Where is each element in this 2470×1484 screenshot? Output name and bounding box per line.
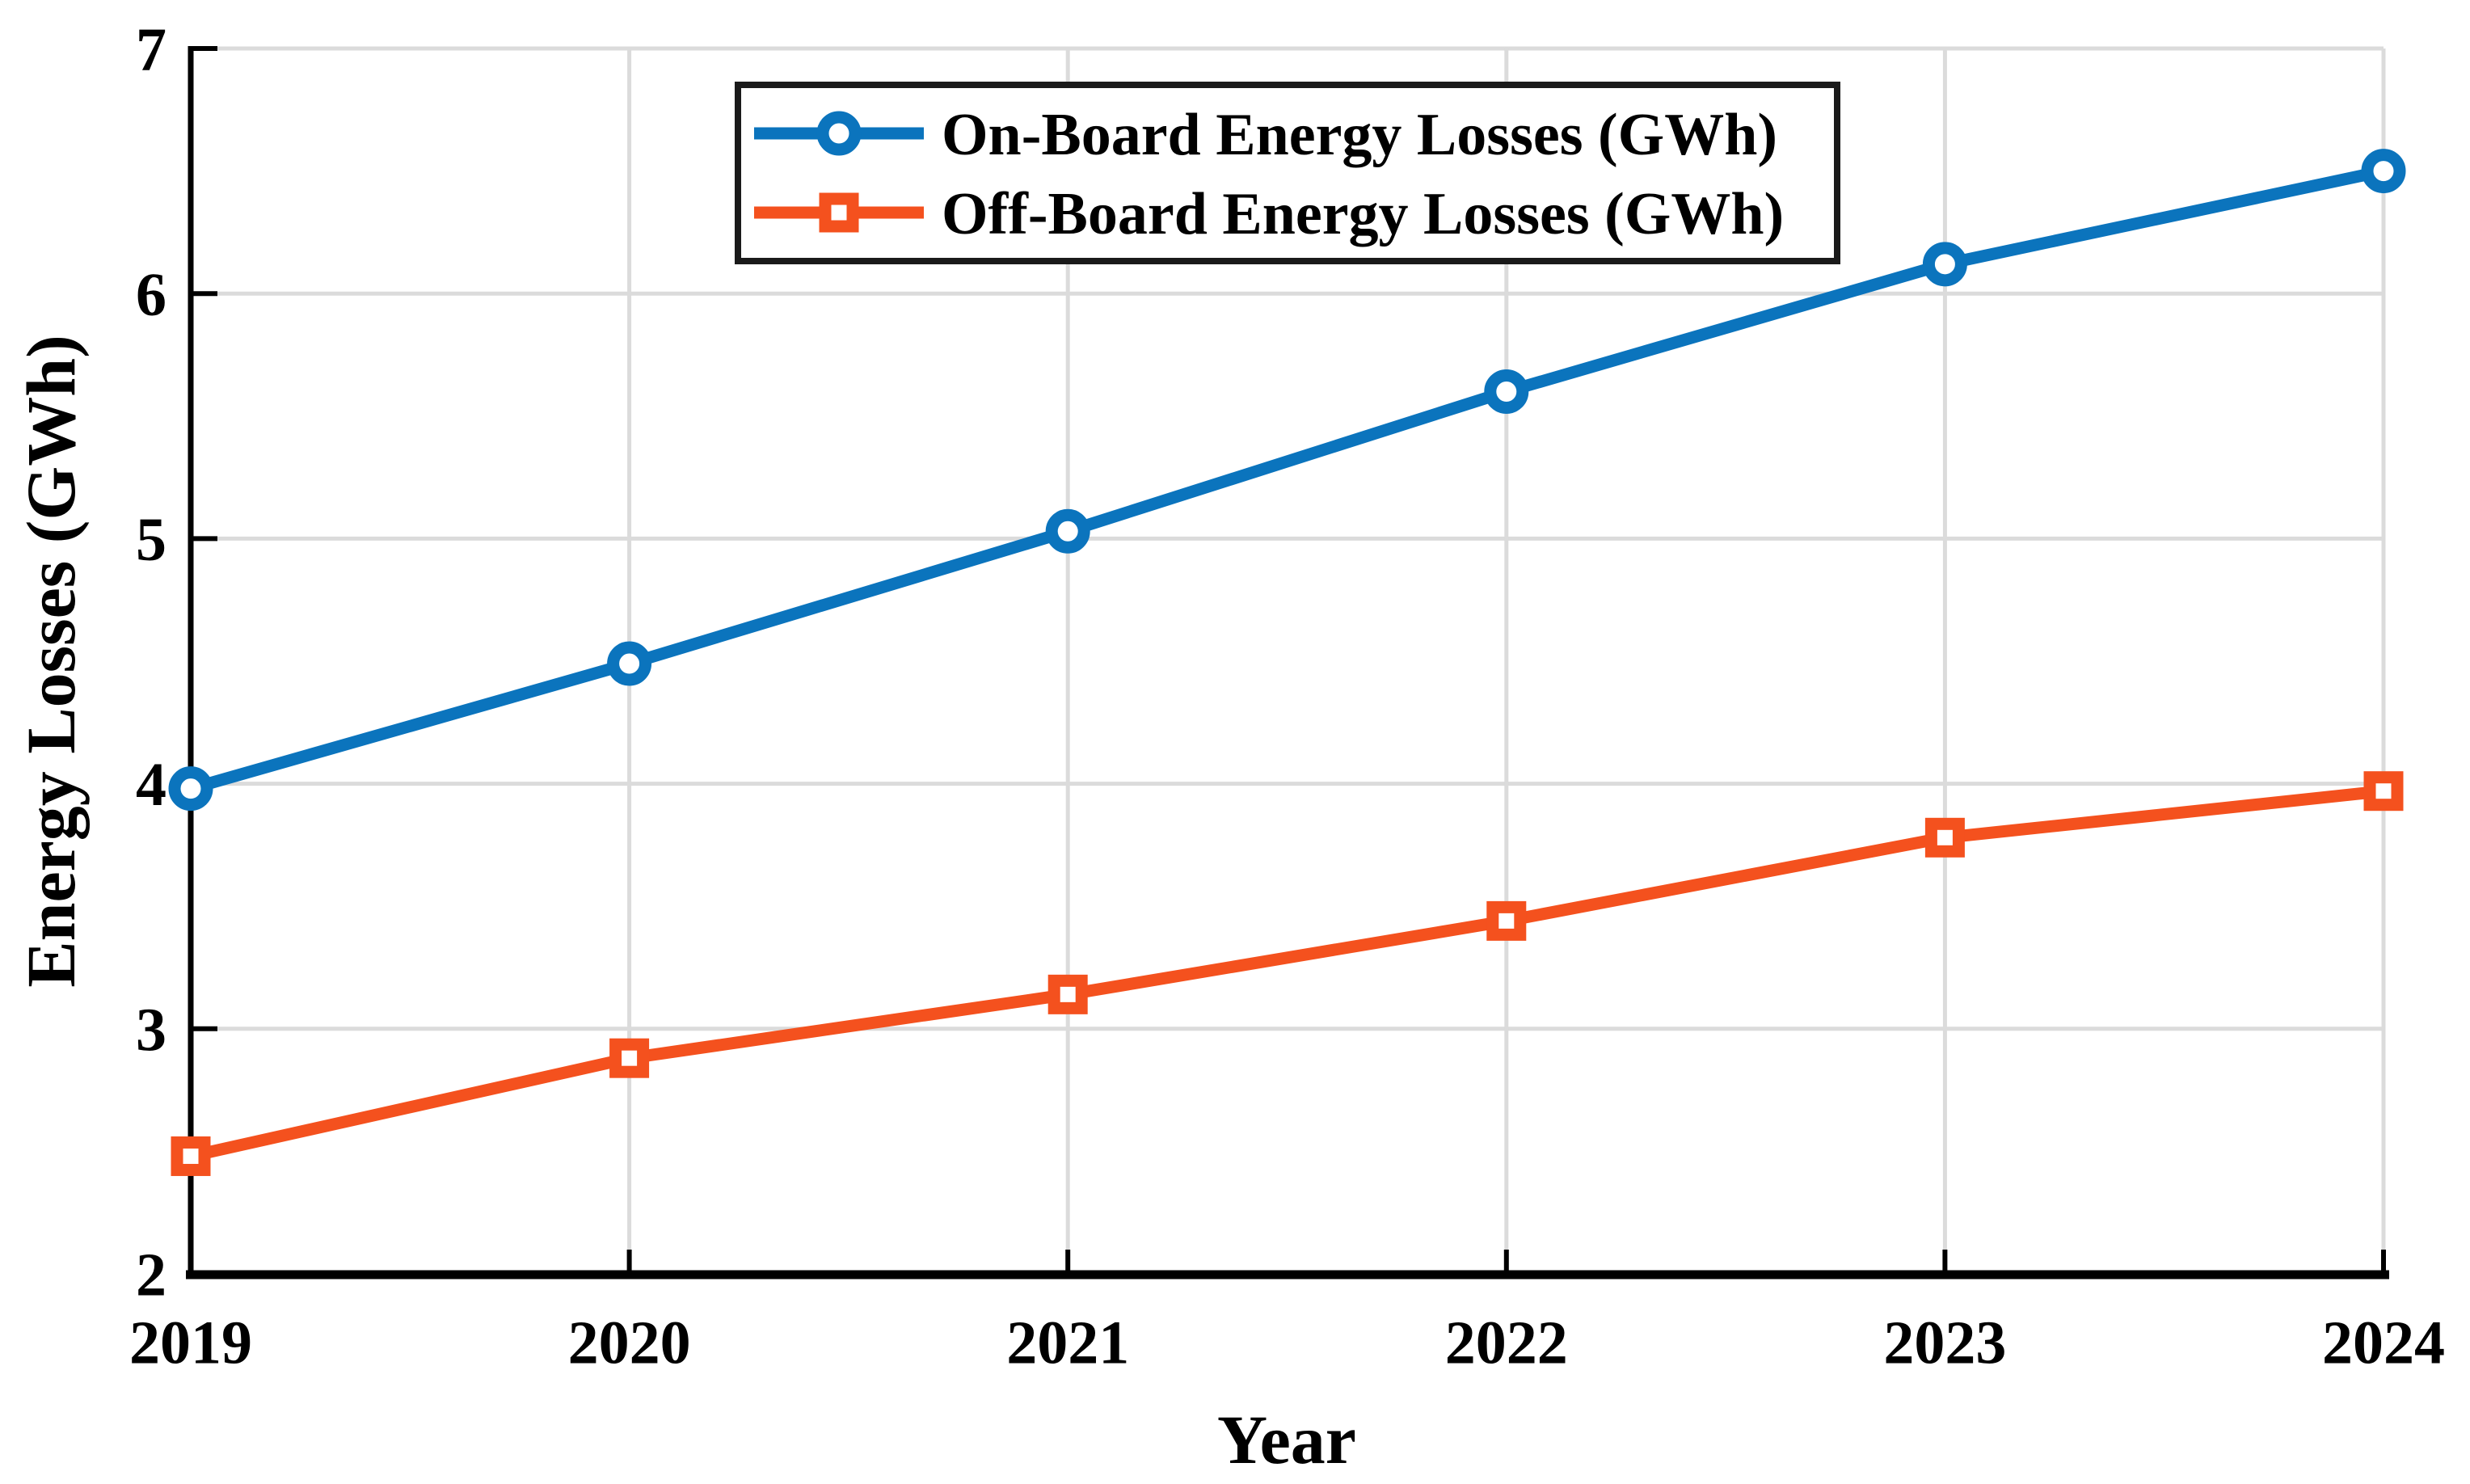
x-tick-label: 2021 [1006, 1309, 1129, 1377]
series-onboard [168, 149, 2406, 812]
data-point-circle-marker [607, 641, 652, 686]
x-tick-label: 2023 [1883, 1309, 2006, 1377]
series-offboard [171, 771, 2404, 1176]
y-tick-label: 7 [136, 16, 166, 84]
y-tick-label: 6 [136, 261, 166, 329]
data-point-square-marker [609, 1038, 650, 1078]
series-line [184, 785, 2390, 1162]
legend-entries: On-Board Energy Losses (GWh) Off-Board En… [754, 102, 1784, 247]
y-tick-label: 5 [136, 506, 166, 574]
legend-circle-marker [816, 111, 862, 156]
legend: On-Board Energy Losses (GWh) Off-Board En… [735, 82, 1840, 264]
legend-entry: On-Board Energy Losses (GWh) [754, 102, 1777, 168]
legend-square-marker [819, 192, 859, 233]
y-tick-label: 3 [136, 996, 166, 1064]
data-point-square-marker [1486, 900, 1527, 941]
axes-spines [186, 46, 2389, 1280]
x-tick-label: 2022 [1445, 1309, 1568, 1377]
data-point-square-marker [1047, 974, 1088, 1014]
legend-box [735, 82, 1840, 264]
legend-entry: Off-Board Energy Losses (GWh) [754, 181, 1784, 247]
data-point-circle-marker [2361, 149, 2406, 194]
x-tick-label: 2020 [568, 1309, 691, 1377]
x-axis-title: Year [1217, 1401, 1356, 1478]
data-point-square-marker [171, 1136, 211, 1176]
y-tick-label: 2 [136, 1242, 166, 1309]
y-tick-label: 4 [136, 751, 166, 819]
data-point-circle-marker [168, 766, 213, 812]
data-point-circle-marker [1922, 242, 1967, 287]
legend-label: Off-Board Energy Losses (GWh) [942, 181, 1784, 247]
x-tick-label: 2019 [129, 1309, 252, 1377]
data-point-square-marker [1924, 817, 1965, 858]
legend-label: On-Board Energy Losses (GWh) [942, 102, 1777, 168]
y-axis-title: Energy Losses (GWh) [12, 335, 90, 987]
data-series [168, 149, 2406, 1176]
data-point-square-marker [2363, 771, 2404, 812]
x-tick-label: 2024 [2322, 1309, 2445, 1377]
series-line [184, 165, 2390, 795]
data-point-circle-marker [1045, 508, 1090, 554]
x-tick-labels: 2019 2020 2021 2022 2023 2024 [129, 1309, 2445, 1377]
y-tick-labels: 2 3 4 5 6 7 [136, 16, 166, 1309]
data-point-circle-marker [1484, 369, 1529, 414]
